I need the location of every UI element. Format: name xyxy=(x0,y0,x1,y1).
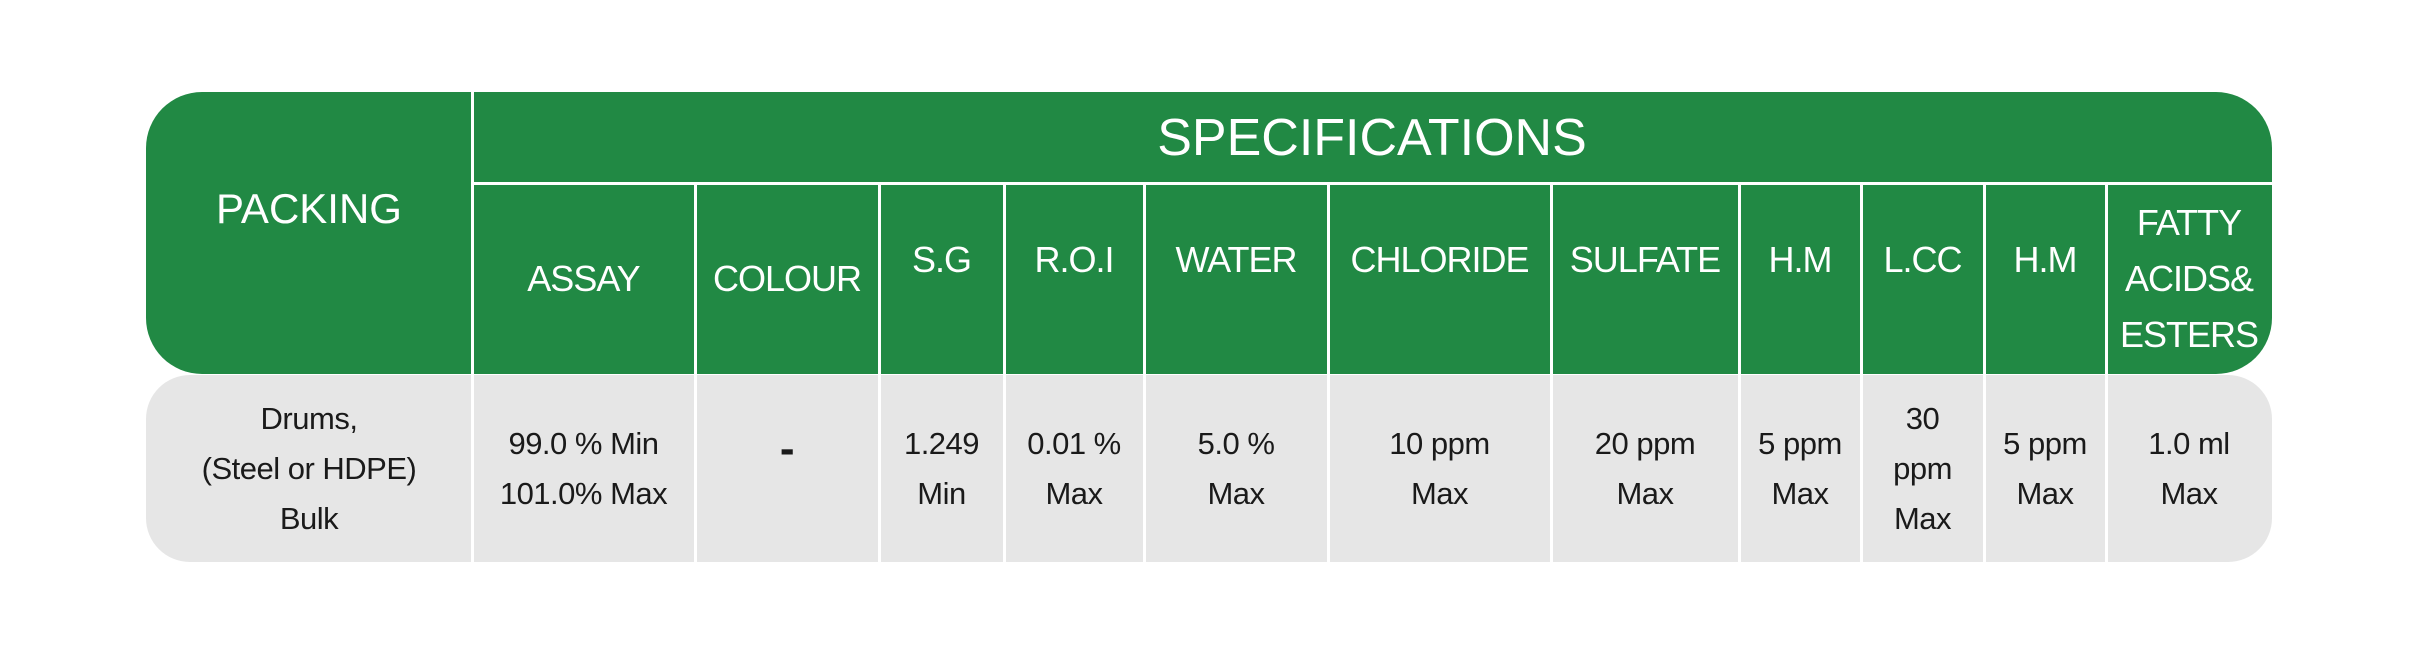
value-water: 5.0 % Max xyxy=(1144,375,1328,562)
column-header-h-m: H.M xyxy=(1984,184,2106,374)
value-text: 1.0 ml xyxy=(2148,425,2230,461)
column-divider xyxy=(694,184,697,562)
value-text: 5 ppm xyxy=(1758,425,1842,461)
column-header-text: S.G xyxy=(911,239,972,280)
column-divider xyxy=(471,92,474,562)
packing-line: Drums, xyxy=(260,400,358,436)
column-header-text: R.O.I xyxy=(1034,239,1114,280)
value-text: 10 ppm xyxy=(1389,425,1490,461)
column-divider xyxy=(1327,184,1330,562)
column-header-sulfate: SULFATE xyxy=(1551,184,1739,374)
column-header-text: COLOUR xyxy=(712,258,862,299)
value-l-cc: 30 ppm Max xyxy=(1861,375,1984,562)
column-header-text: L.CC xyxy=(1883,239,1962,280)
value-assay: 99.0 % Min 101.0% Max xyxy=(472,375,695,562)
column-header-r-o-i: R.O.I xyxy=(1004,184,1144,374)
column-header-text: FATTY xyxy=(2136,202,2242,243)
column-header-text: ASSAY xyxy=(527,258,640,299)
value-text: Max xyxy=(1893,500,1952,536)
value-colour: - xyxy=(695,375,879,562)
value-h-m: 5 ppm Max xyxy=(1739,375,1861,562)
value-fatty-acids-esters: 1.0 ml Max xyxy=(2106,375,2272,562)
value-h-m: 5 ppm Max xyxy=(1984,375,2106,562)
column-divider xyxy=(1550,184,1553,562)
header-background xyxy=(146,92,2272,374)
packing-header: PACKING xyxy=(216,185,402,232)
value-text: Max xyxy=(2016,475,2074,511)
value-text: 30 xyxy=(1905,400,1940,436)
value-text: ppm xyxy=(1893,450,1952,486)
packing-value: Drums, (Steel or HDPE) Bulk xyxy=(146,375,472,562)
value-r-o-i: 0.01 % Max xyxy=(1004,375,1144,562)
value-text: Max xyxy=(2160,475,2218,511)
column-header-text: WATER xyxy=(1175,239,1298,280)
column-divider xyxy=(1738,184,1741,562)
packing-line: (Steel or HDPE) xyxy=(201,450,417,486)
column-header-text: SULFATE xyxy=(1569,239,1721,280)
column-divider xyxy=(1003,184,1006,562)
column-header-text: CHLORIDE xyxy=(1350,239,1529,280)
column-header-chloride: CHLORIDE xyxy=(1328,184,1551,374)
value-text: 1.249 xyxy=(903,425,980,461)
column-divider xyxy=(1143,184,1146,562)
value-text: Max xyxy=(1207,475,1265,511)
value-chloride: 10 ppm Max xyxy=(1328,375,1551,562)
value-text: 5 ppm xyxy=(2003,425,2087,461)
column-header-text: ESTERS xyxy=(2119,314,2259,355)
column-header-l-cc: L.CC xyxy=(1861,184,1984,374)
column-header-h-m: H.M xyxy=(1739,184,1861,374)
value-text: 5.0 % xyxy=(1197,425,1275,461)
value-text: 101.0% Max xyxy=(499,475,668,511)
column-header-text: ACIDS& xyxy=(2124,258,2254,299)
column-divider xyxy=(878,184,881,562)
value-sulfate: 20 ppm Max xyxy=(1551,375,1739,562)
column-header-s-g: S.G xyxy=(879,184,1004,374)
value-text: 20 ppm xyxy=(1594,425,1696,461)
value-text: Max xyxy=(1616,475,1674,511)
value-text: Min xyxy=(917,475,966,511)
column-divider xyxy=(2105,184,2108,562)
column-header-fatty-acids-esters: FATTY ACIDS& ESTERS xyxy=(2106,184,2272,374)
specifications-table: PACKING SPECIFICATIONS Drums, (Steel or … xyxy=(146,92,2272,562)
value-text: 0.01 % xyxy=(1027,425,1121,461)
column-divider xyxy=(1860,184,1863,562)
value-text: 99.0 % Min xyxy=(508,425,659,461)
value-text: Max xyxy=(1771,475,1829,511)
column-header-text: H.M xyxy=(1768,239,1833,280)
header-divider xyxy=(472,182,2272,185)
packing-line: Bulk xyxy=(279,500,339,536)
column-header-text: H.M xyxy=(2013,239,2078,280)
value-s-g: 1.249 Min xyxy=(879,375,1004,562)
value-text: - xyxy=(779,423,795,473)
value-text: Max xyxy=(1410,475,1469,511)
column-divider xyxy=(1983,184,1986,562)
column-header-assay: ASSAY xyxy=(472,184,695,374)
column-header-colour: COLOUR xyxy=(695,184,879,374)
body-background xyxy=(146,375,2272,562)
value-text: Max xyxy=(1045,475,1103,511)
specifications-header: SPECIFICATIONS xyxy=(1157,109,1587,167)
column-header-water: WATER xyxy=(1144,184,1328,374)
